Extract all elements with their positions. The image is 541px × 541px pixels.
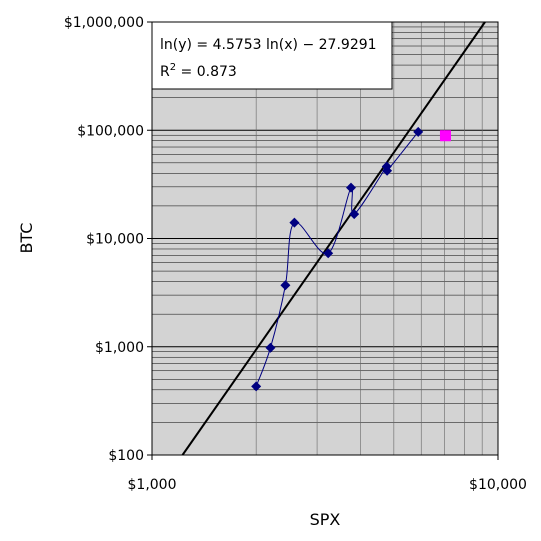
y-tick-label: $100: [108, 448, 144, 464]
data-point-highlight: [439, 130, 451, 142]
y-tick-label: $1,000: [95, 340, 144, 356]
data-point: [289, 217, 300, 228]
y-tick-label: $1,000,000: [64, 15, 144, 31]
trendline-group: [181, 21, 486, 456]
y-axis-ticks: $100 $1,000 $10,000 $100,000 $1,000,000: [64, 15, 152, 464]
y-tick-label: $10,000: [86, 232, 144, 248]
data-point: [251, 381, 262, 392]
trendline: [181, 21, 486, 456]
data-point: [323, 248, 334, 259]
data-point: [382, 165, 393, 176]
series-group: [251, 126, 451, 392]
data-point: [413, 126, 424, 137]
data-point: [346, 182, 357, 193]
data-point: [280, 280, 291, 291]
y-tick-label: $100,000: [77, 123, 144, 139]
data-point: [265, 342, 276, 353]
x-axis-ticks: $1,000 $10,000: [128, 455, 527, 493]
r-squared-text: R2 = 0.873: [160, 62, 237, 80]
x-tick-label: $1,000: [128, 477, 177, 493]
equation-text: ln(y) = 4.5753 ln(x) − 27.9291: [160, 37, 377, 53]
equation-box: ln(y) = 4.5753 ln(x) − 27.9291 R2 = 0.87…: [151, 21, 393, 90]
x-axis-title: SPX: [310, 510, 341, 529]
data-point: [349, 209, 360, 220]
x-tick-label: $10,000: [469, 477, 527, 493]
y-axis-title: BTC: [17, 223, 36, 254]
